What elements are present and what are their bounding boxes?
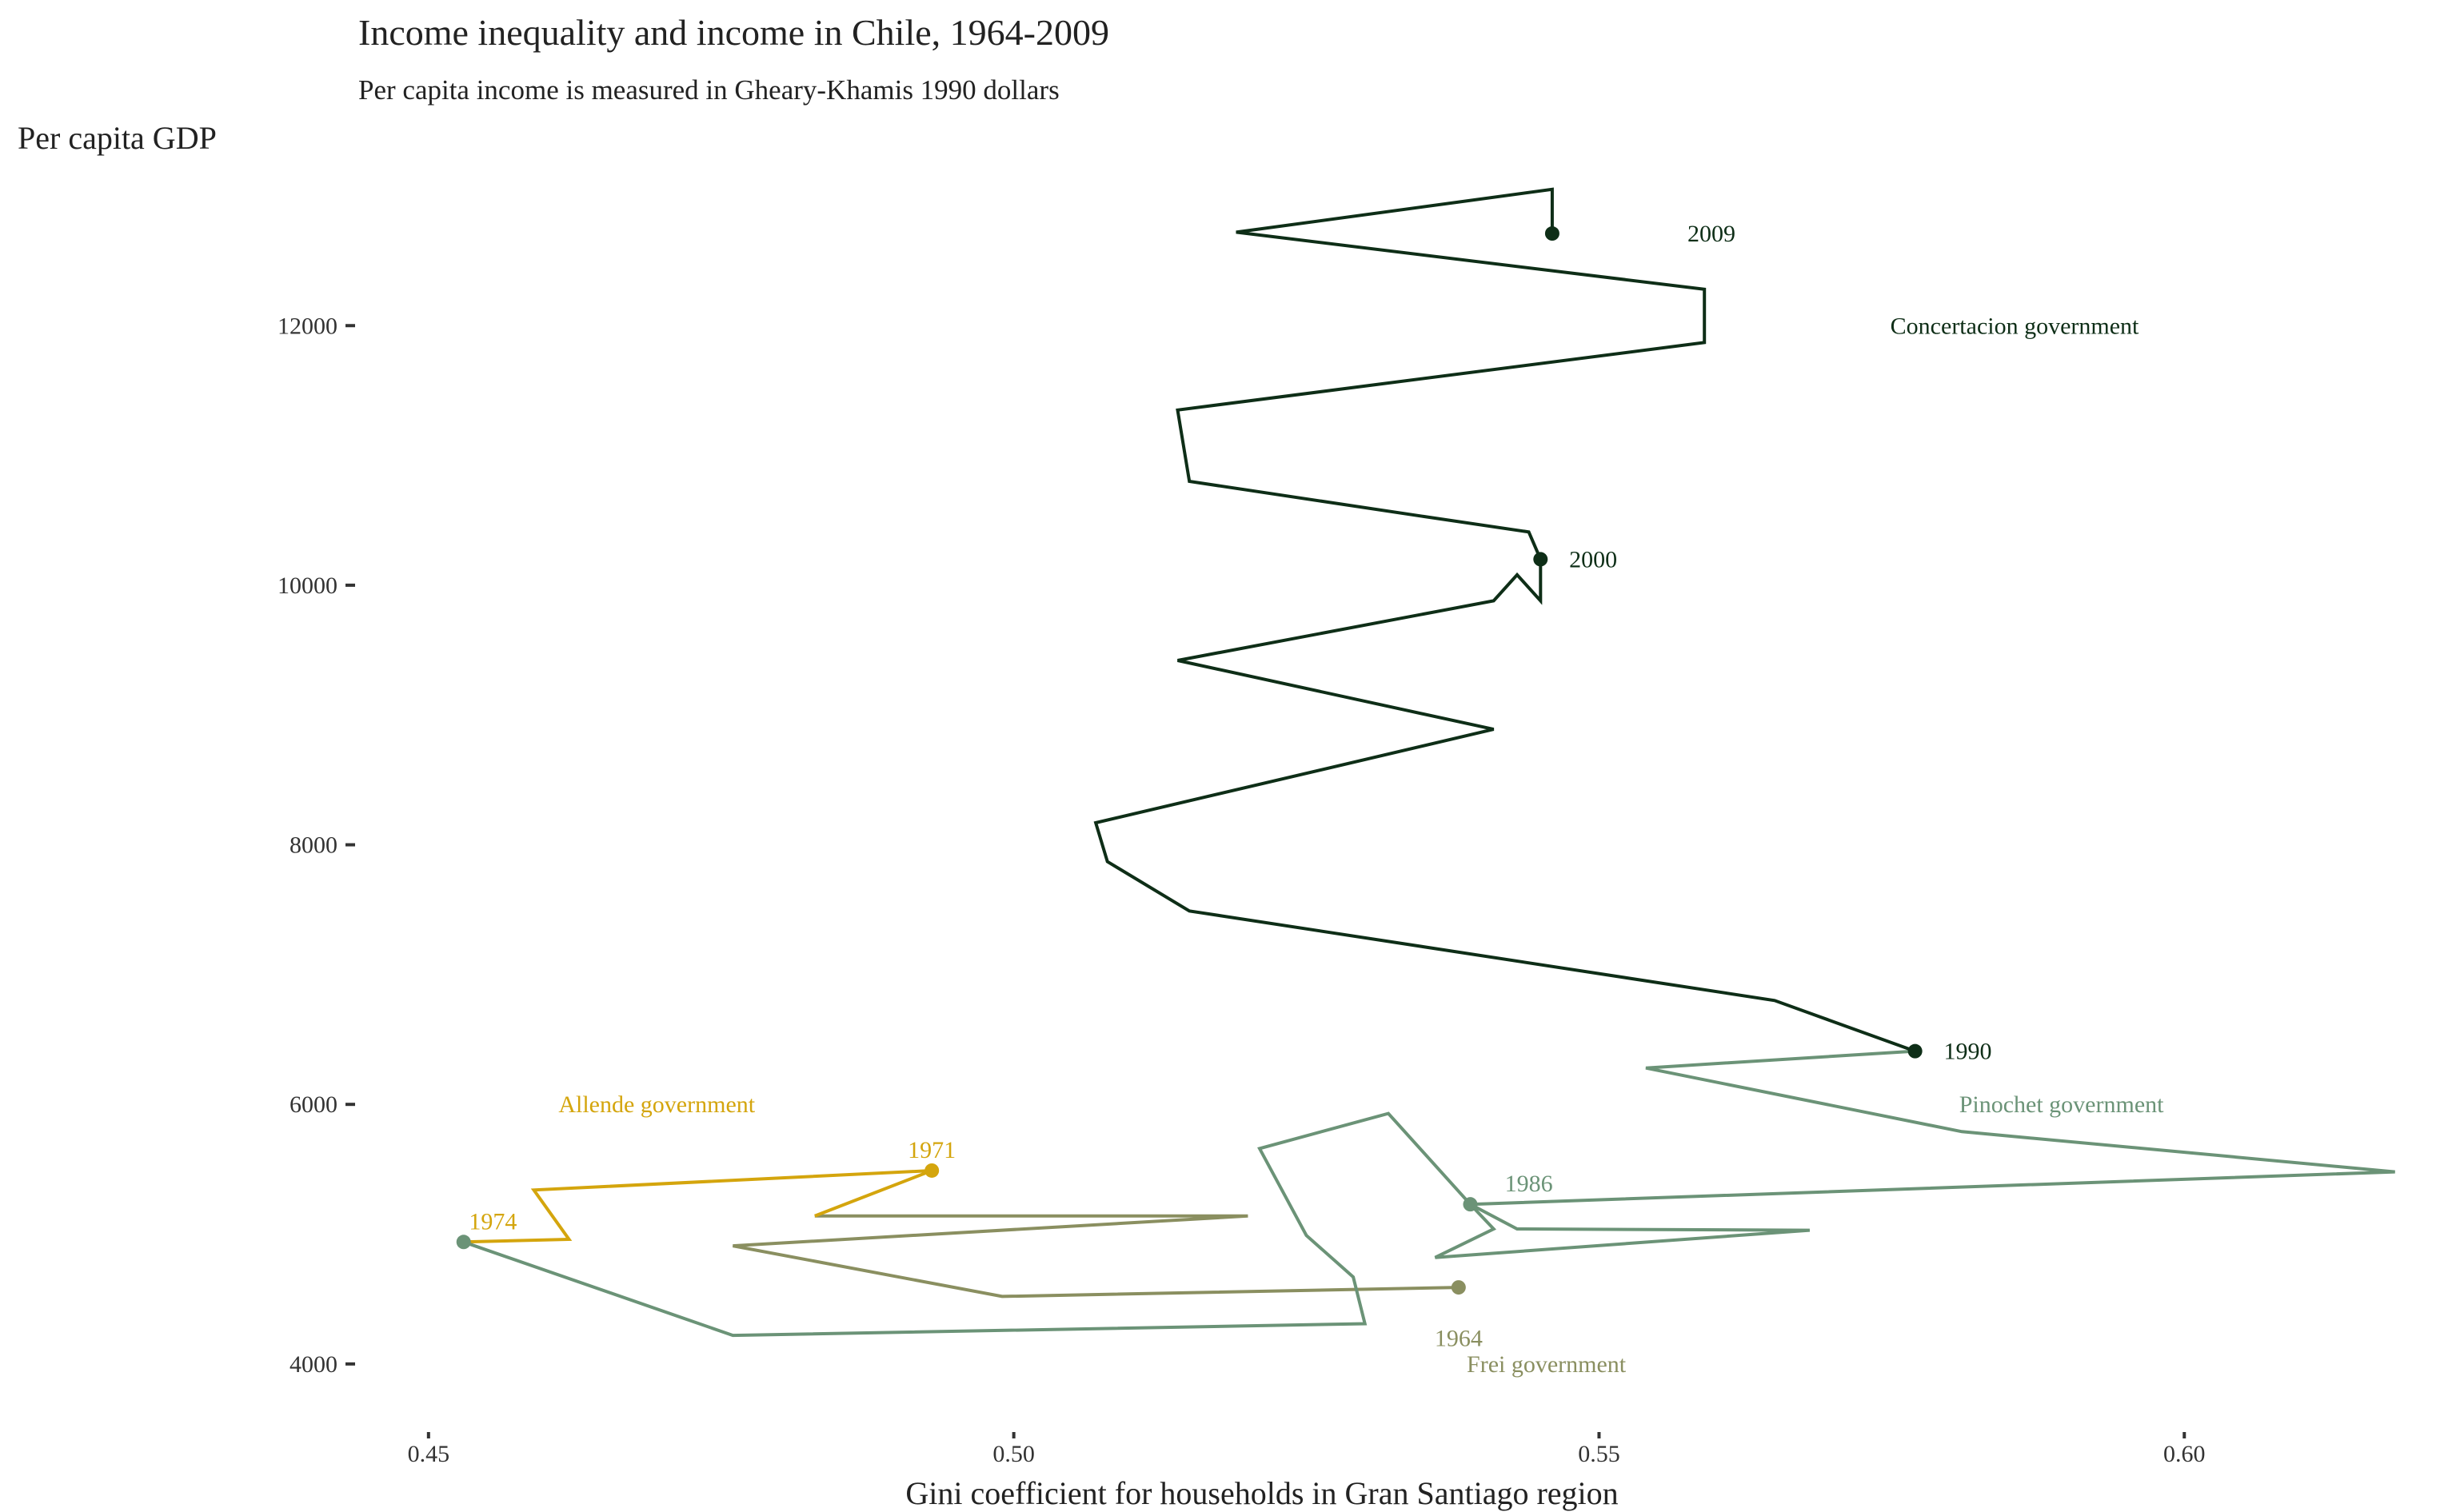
marker-1990 [1907, 1043, 1923, 1059]
series-line-pinochet [463, 1049, 2395, 1338]
y-tick-label: 8000 [290, 832, 337, 859]
y-axis-title: Per capita GDP [18, 120, 217, 156]
y-tick-label: 4000 [290, 1351, 337, 1378]
series-lines [463, 187, 2395, 1338]
series-line-concertacion [1093, 187, 1916, 1053]
x-axis-title: Gini coefficient for households in Gran … [905, 1475, 1618, 1511]
chart-title: Income inequality and income in Chile, 1… [358, 12, 1109, 53]
annotation-label: 1986 [1505, 1171, 1553, 1197]
y-tick-label: 12000 [278, 313, 337, 339]
x-tick-label: 0.55 [1578, 1441, 1620, 1467]
annotation-label: 1990 [1944, 1039, 1992, 1065]
chart-subtitle: Per capita income is measured in Gheary-… [358, 74, 1060, 106]
axes: 4000 6000 8000 10000 12000 0.45 0.50 0.55 0.60 [278, 313, 2206, 1467]
annotation-label: Concertacion government [1891, 313, 2139, 339]
marker-2000 [1533, 552, 1548, 567]
marker-1986 [1463, 1197, 1478, 1212]
marker-2009 [1544, 226, 1559, 241]
series-line-allende [463, 1169, 932, 1244]
annotation-label: 1971 [908, 1137, 956, 1163]
annotation-label: Frei government [1467, 1351, 1627, 1378]
x-tick-label: 0.50 [992, 1441, 1035, 1467]
annotation-label: 2009 [1687, 221, 1735, 247]
marker-1971 [924, 1163, 940, 1178]
annotation-label: Pinochet government [1959, 1091, 2164, 1118]
annotation-label: 1964 [1435, 1325, 1483, 1351]
annotation-label: 2000 [1569, 546, 1617, 572]
y-tick-label: 10000 [278, 572, 337, 599]
marker-1974 [456, 1235, 471, 1250]
marker-1964 [1451, 1280, 1466, 1295]
series-line-frei [733, 1214, 1459, 1299]
annotation-label: 1974 [469, 1208, 517, 1235]
annotation-label: Allende government [558, 1091, 755, 1118]
y-tick-label: 6000 [290, 1091, 337, 1118]
series-markers [456, 226, 1923, 1295]
annotations: 1964 1971 1974 1986 1990 2000 2009 Allende gove… [469, 221, 2164, 1378]
x-tick-label: 0.45 [408, 1441, 450, 1467]
x-tick-label: 0.60 [2163, 1441, 2206, 1467]
